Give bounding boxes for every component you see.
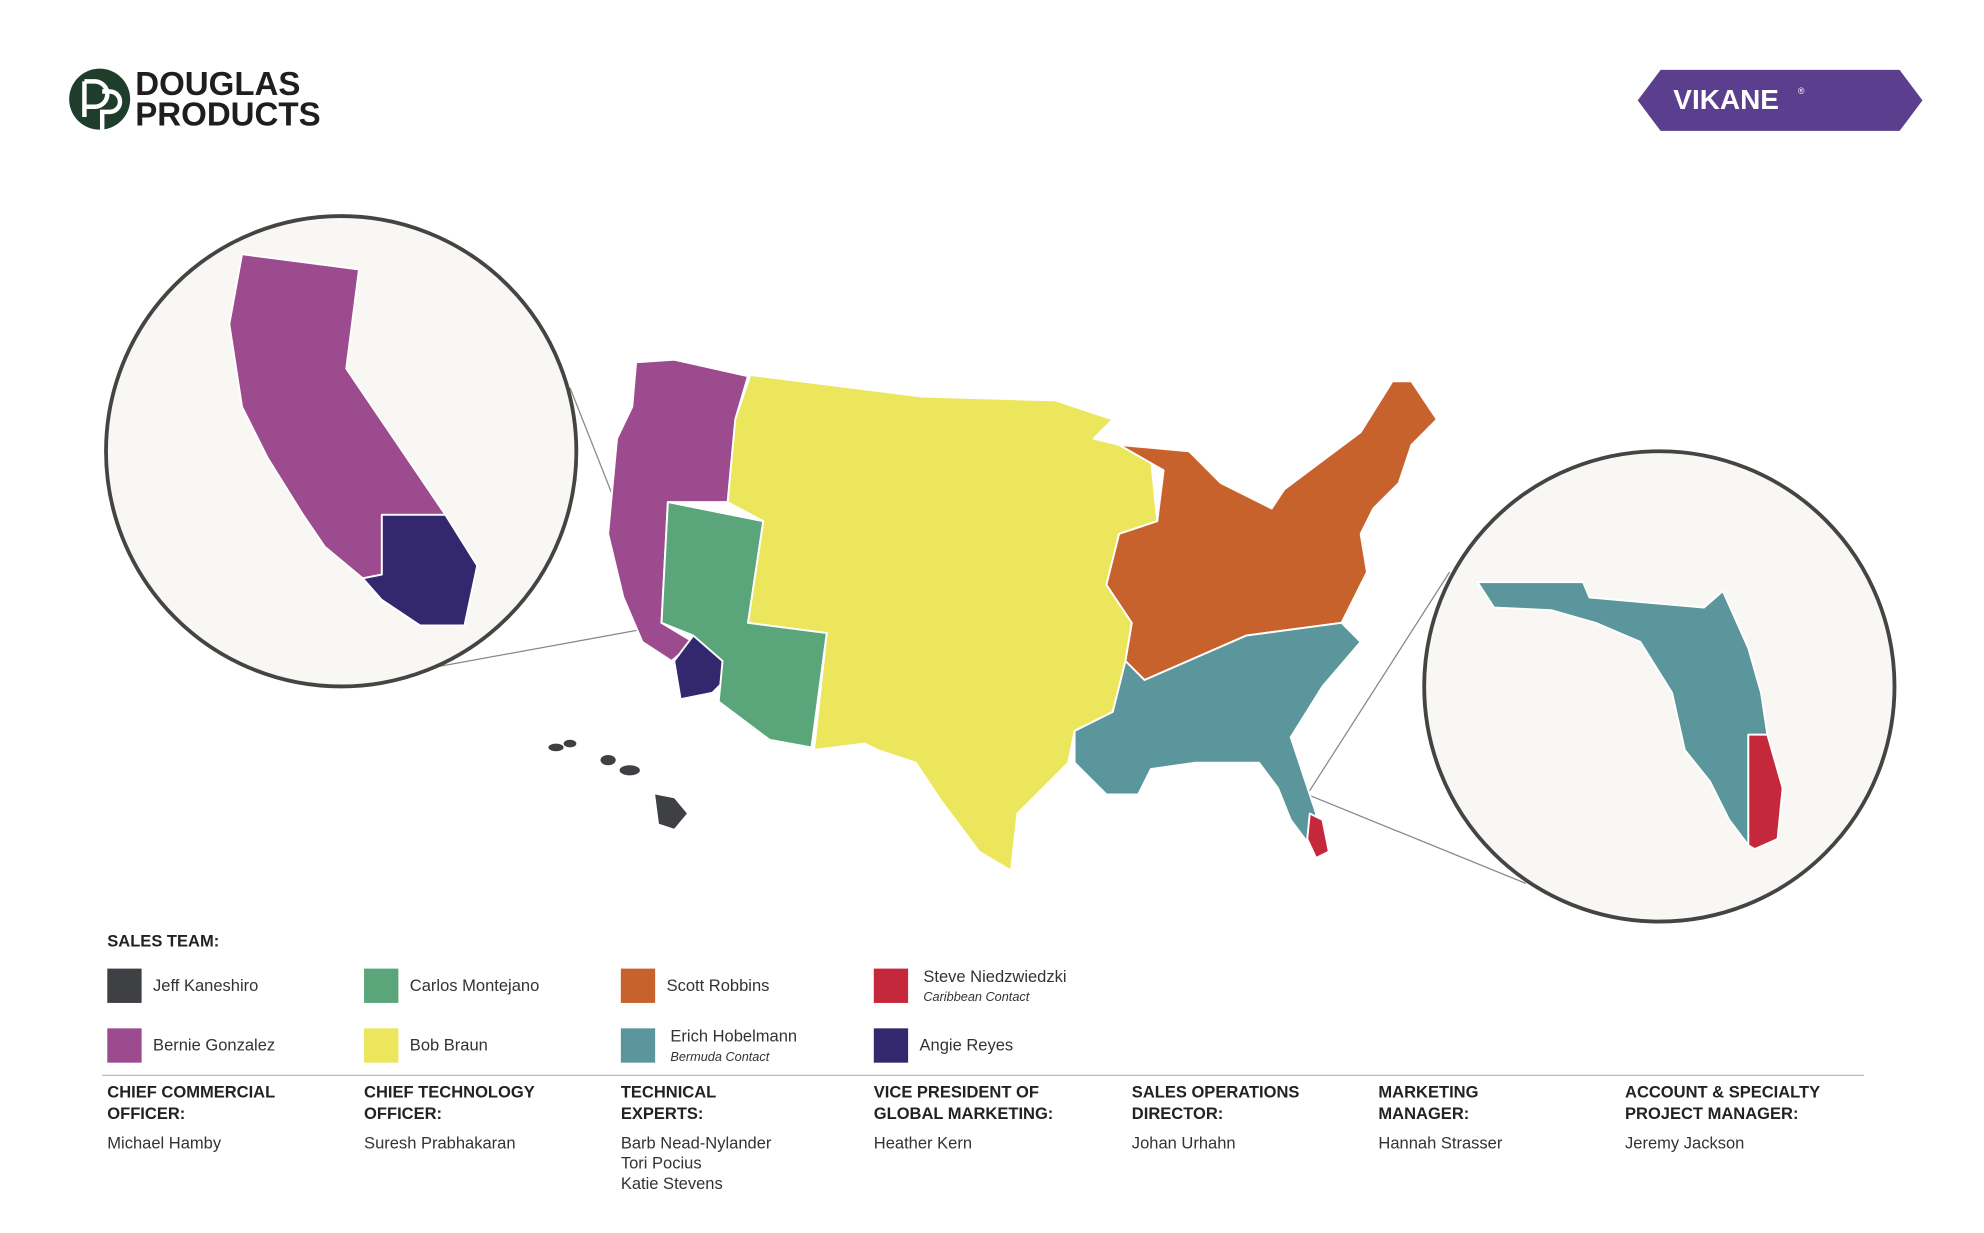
contact-name: Barb Nead-Nylander bbox=[621, 1133, 772, 1152]
legend-name: Scott Robbins bbox=[667, 976, 770, 995]
contact-title: OFFICER: bbox=[107, 1104, 185, 1123]
contact-name: Johan Urhahn bbox=[1132, 1133, 1236, 1152]
legend: Jeff Kaneshiro Carlos Montejano Scott Robb… bbox=[107, 967, 1067, 1064]
contact-name: Tori Pocius bbox=[621, 1154, 702, 1173]
florida-inset bbox=[1422, 449, 1897, 924]
contact-title: SALES OPERATIONS bbox=[1132, 1083, 1300, 1102]
legend-swatch bbox=[107, 968, 142, 1003]
legend-name: Erich Hobelmann bbox=[670, 1027, 797, 1046]
contact-title: TECHNICAL bbox=[621, 1083, 716, 1102]
us-map bbox=[548, 358, 1438, 872]
contact-title: ACCOUNT & SPECIALTY bbox=[1625, 1083, 1820, 1102]
contact-title: EXPERTS: bbox=[621, 1104, 704, 1123]
legend-title: SALES TEAM: bbox=[107, 931, 219, 950]
brand-badge: VIKANE ® bbox=[1637, 69, 1923, 131]
legend-swatch bbox=[364, 1028, 399, 1063]
california-inset bbox=[104, 214, 579, 689]
contact-title: GLOBAL MARKETING: bbox=[874, 1104, 1054, 1123]
legend-note: Bermuda Contact bbox=[670, 1049, 769, 1064]
contact-title: OFFICER: bbox=[364, 1104, 442, 1123]
contact-title: CHIEF TECHNOLOGY bbox=[364, 1083, 535, 1102]
legend-name: Jeff Kaneshiro bbox=[153, 976, 258, 995]
logo: DOUGLAS PRODUCTS bbox=[69, 66, 321, 134]
contact-name: Heather Kern bbox=[874, 1133, 972, 1152]
logo-text: PRODUCTS bbox=[135, 97, 320, 134]
contact-name: Katie Stevens bbox=[621, 1174, 723, 1193]
legend-swatch bbox=[620, 1028, 656, 1063]
legend-name: Bob Braun bbox=[410, 1036, 488, 1055]
legend-name: Bernie Gonzalez bbox=[153, 1036, 275, 1055]
brand-mark: ® bbox=[1798, 86, 1805, 96]
legend-swatch bbox=[364, 968, 399, 1003]
contact-title: CHIEF COMMERCIAL bbox=[107, 1083, 275, 1102]
contacts: CHIEF COMMERCIAL OFFICER: Michael Hamby CHI… bbox=[107, 1083, 1820, 1194]
contact-name: Michael Hamby bbox=[107, 1133, 222, 1152]
contact-title: VICE PRESIDENT OF bbox=[874, 1083, 1039, 1102]
legend-swatch bbox=[873, 968, 909, 1003]
contact-name: Suresh Prabhakaran bbox=[364, 1133, 515, 1152]
legend-swatch bbox=[873, 1028, 909, 1063]
contact-title: MANAGER: bbox=[1378, 1104, 1469, 1123]
brand-name: VIKANE bbox=[1673, 84, 1779, 115]
contact-name: Hannah Strasser bbox=[1378, 1133, 1502, 1152]
legend-name: Steve Niedzwiedzki bbox=[923, 967, 1066, 986]
legend-name: Carlos Montejano bbox=[410, 976, 539, 995]
legend-swatch bbox=[620, 968, 656, 1003]
legend-swatch bbox=[107, 1028, 142, 1063]
contact-title: DIRECTOR: bbox=[1132, 1104, 1223, 1123]
legend-name: Angie Reyes bbox=[920, 1036, 1014, 1055]
contact-name: Jeremy Jackson bbox=[1625, 1133, 1744, 1152]
contact-title: MARKETING bbox=[1378, 1083, 1478, 1102]
legend-note: Caribbean Contact bbox=[923, 989, 1029, 1004]
logo-text: DOUGLAS bbox=[135, 66, 300, 103]
contact-title: PROJECT MANAGER: bbox=[1625, 1104, 1798, 1123]
